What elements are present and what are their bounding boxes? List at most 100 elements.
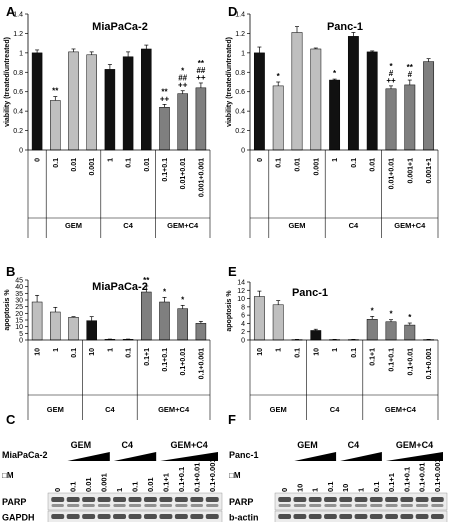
y-tick-label: 10 — [237, 296, 245, 303]
y-axis-label: apoptosis % — [4, 289, 11, 331]
group-label: C4 — [349, 221, 359, 230]
lane-label: 0.1 — [69, 482, 78, 492]
significance-label: ## — [178, 74, 187, 83]
bar — [141, 48, 152, 151]
category-label: 1 — [53, 348, 60, 352]
blot-band — [206, 504, 219, 507]
blot-band — [51, 504, 64, 507]
category-label: 1 — [107, 348, 114, 352]
category-label: 0.01+0.01 — [180, 158, 187, 189]
bar — [253, 296, 265, 341]
significance-label: * — [408, 313, 412, 322]
blot-band — [385, 514, 398, 519]
y-tick-label: 0.2 — [235, 128, 245, 135]
category-label: 0.01+0.01 — [389, 158, 396, 189]
category-label: 0.1 — [351, 158, 358, 168]
lane-label: 1 — [311, 488, 320, 492]
blot-band — [369, 497, 383, 502]
blot-group-label: C4 — [122, 440, 134, 450]
group-label: C4 — [123, 221, 133, 230]
bar — [159, 301, 170, 341]
y-tick-label: 4 — [241, 321, 245, 328]
concentration-wedge — [160, 452, 218, 461]
blot-band — [339, 514, 353, 519]
blot-band — [205, 497, 219, 502]
blot-band — [431, 504, 444, 507]
bar — [195, 323, 207, 341]
significance-label: ++ — [178, 81, 188, 90]
blot-band — [97, 497, 111, 502]
category-label: 0.1+0.001 — [198, 348, 205, 379]
y-axis-label: viability (treated/untreated) — [4, 37, 11, 127]
category-label: 0.1 — [351, 348, 358, 358]
group-label: GEM+C4 — [158, 405, 190, 414]
category-label: 0.1 — [126, 158, 133, 168]
blot-band — [400, 504, 413, 507]
group-label: GEM — [288, 221, 305, 230]
blot-band — [97, 504, 111, 507]
bar — [347, 36, 359, 151]
category-label: 10 — [35, 348, 42, 356]
lane-label: 0.1 — [131, 482, 140, 492]
bar — [177, 93, 188, 151]
category-label: 0.01 — [295, 158, 302, 172]
blot-band — [339, 497, 353, 502]
y-tick-label: 1.4 — [235, 12, 245, 19]
category-label: 0 — [35, 158, 42, 162]
bar — [329, 79, 341, 151]
blot-band — [175, 504, 188, 507]
category-label: 0.01 — [71, 158, 78, 172]
y-tick-label: 1.2 — [13, 31, 23, 38]
y-tick-label: 15 — [15, 318, 23, 325]
blot-band — [308, 497, 322, 502]
blot-band — [174, 514, 188, 519]
blot-band — [174, 497, 188, 502]
y-tick-label: 12 — [237, 288, 245, 295]
lane-label: 0.1+0.001 — [433, 458, 442, 492]
y-tick-label: 20 — [15, 311, 23, 318]
group-label: GEM+C4 — [394, 221, 426, 230]
bar — [366, 319, 378, 341]
category-label: 0.1+0.1 — [162, 348, 169, 372]
bar — [291, 32, 303, 151]
bar — [177, 308, 188, 341]
chart-title: MiaPaCa-2 — [92, 21, 148, 33]
blot-band — [82, 497, 96, 502]
y-tick-label: 0.6 — [235, 89, 245, 96]
blot-band — [278, 504, 291, 507]
lane-label: 0 — [280, 488, 289, 492]
lane-label: 1 — [115, 488, 124, 492]
blot-row-label: PARP — [2, 497, 26, 507]
y-tick-label: 35 — [15, 291, 23, 298]
significance-label: * — [277, 72, 281, 81]
bar — [310, 48, 322, 151]
category-label: 0.1 — [53, 158, 60, 168]
blot-group-label: GEM+C4 — [396, 440, 433, 450]
category-label: 0.1+1 — [144, 348, 151, 366]
lane-label: 0.1+1 — [161, 473, 170, 492]
category-label: 0.1+0.01 — [407, 348, 414, 376]
blot-band — [51, 497, 65, 502]
y-axis-label: apoptosis % — [226, 290, 233, 332]
significance-label: ++ — [196, 73, 206, 82]
category-label: 0.1+0.001 — [426, 348, 433, 379]
lane-label: 0.001 — [100, 473, 109, 492]
y-tick-label: 40 — [15, 284, 23, 291]
bar — [272, 304, 284, 341]
blot-band — [293, 514, 307, 519]
category-label: 10 — [89, 348, 96, 356]
y-axis-label: viability (treated/untreated) — [226, 37, 233, 127]
blot-band — [370, 504, 383, 507]
group-label: GEM — [270, 405, 287, 414]
panel-letter: B — [6, 264, 15, 279]
category-label: 10 — [257, 348, 264, 356]
cell-line-label: Panc-1 — [229, 450, 259, 460]
blot-band — [308, 514, 322, 519]
y-tick-label: 8 — [241, 304, 245, 311]
bar — [50, 100, 61, 151]
significance-label: * — [371, 306, 375, 315]
significance-label: * — [181, 67, 185, 76]
y-tick-label: 0.2 — [13, 128, 23, 135]
